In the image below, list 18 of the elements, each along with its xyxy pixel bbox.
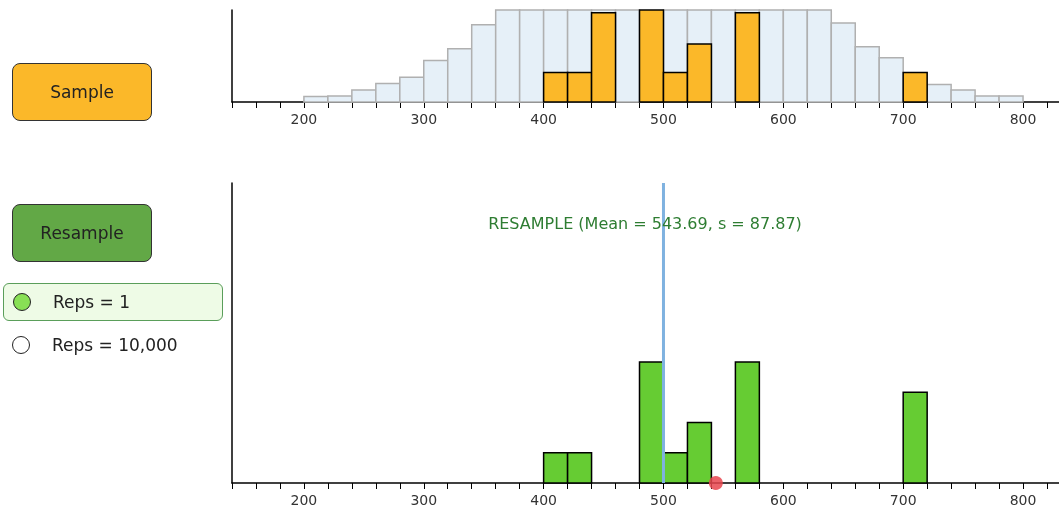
radio-option[interactable]: Reps = 1	[3, 283, 223, 321]
radio-option[interactable]: Reps = 10,000	[3, 326, 223, 364]
x-tick-label: 200	[290, 492, 318, 508]
x-tick-label: 800	[1009, 111, 1037, 127]
x-tick-label: 800	[1009, 492, 1037, 508]
x-tick-label: 400	[530, 492, 557, 508]
x-tick-label: 500	[650, 111, 677, 127]
x-tick-label: 300	[410, 111, 438, 127]
x-tick-label: 600	[769, 492, 797, 508]
x-tick-label: 700	[889, 111, 917, 127]
x-tick-label: 700	[889, 492, 917, 508]
button[interactable]: Resample	[12, 204, 152, 262]
x-tick-label: 500	[650, 492, 677, 508]
x-tick-label: 200	[290, 111, 318, 127]
button[interactable]: Sample	[12, 63, 152, 121]
x-tick-label: 300	[410, 492, 438, 508]
x-tick-label: 600	[769, 111, 797, 127]
x-tick-label: 400	[530, 111, 557, 127]
